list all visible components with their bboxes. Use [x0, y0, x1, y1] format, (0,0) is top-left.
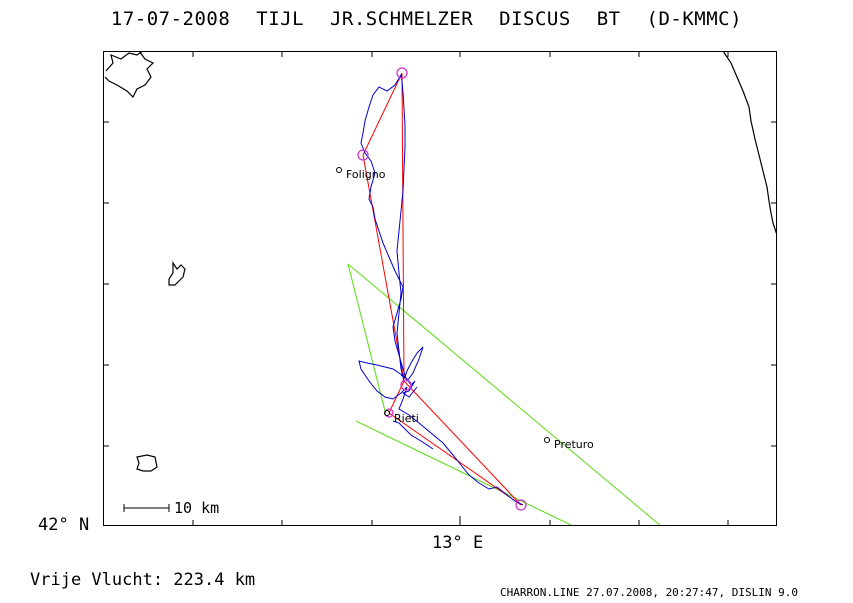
- town-marker-rieti: [384, 410, 390, 416]
- latitude-label: 42° N: [38, 515, 90, 535]
- place-label-foligno: Foligno: [346, 168, 386, 181]
- turnpoint-2: [357, 149, 369, 161]
- place-label-preturo: Preturo: [554, 438, 594, 451]
- map-frame: [103, 51, 777, 526]
- lake-trasimeno: [168, 261, 186, 286]
- free-flight-distance: Vrije Vlucht: 223.4 km: [30, 570, 256, 590]
- scale-label: 10 km: [174, 499, 220, 517]
- longitude-label: 13° E: [432, 533, 484, 553]
- town-marker-preturo: [544, 437, 550, 443]
- scale-bar: [123, 504, 170, 512]
- turnpoint-4: [515, 499, 527, 511]
- chart-title: 17-07-2008 TIJL JR.SCHMELZER DISCUS BT (…: [110, 8, 743, 30]
- flight-track: [358, 73, 524, 506]
- footer-credit: CHARRON.LINE 27.07.2008, 20:27:47, DISLI…: [500, 586, 799, 599]
- turnpoint-3: [400, 379, 412, 391]
- place-label-rieti: Rieti: [394, 412, 419, 425]
- town-markers: [336, 167, 550, 443]
- fai-sector-lines: [347, 263, 662, 526]
- town-marker-foligno: [336, 167, 342, 173]
- turnpoint-1: [396, 67, 408, 79]
- coastline-east: [722, 51, 777, 236]
- coastline-northwest: [104, 51, 155, 99]
- lake-bolsena: [136, 454, 158, 472]
- flight-map: Foligno Rieti Preturo: [103, 51, 777, 526]
